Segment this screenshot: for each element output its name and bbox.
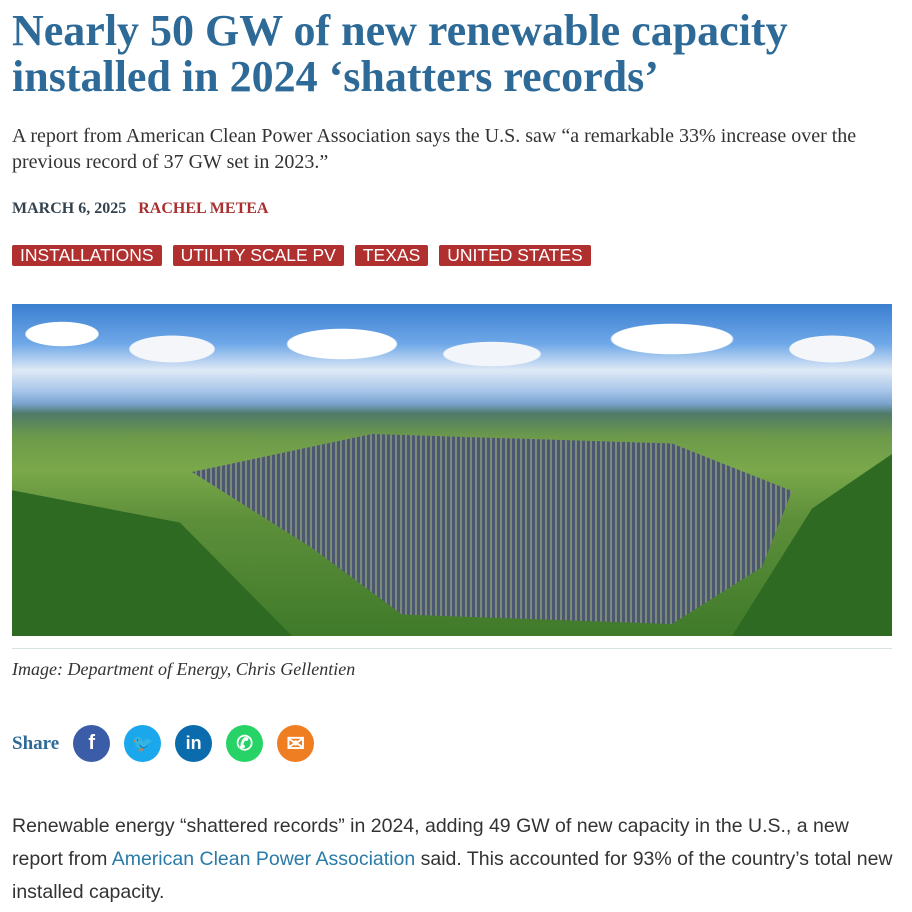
tag-united-states[interactable]: UNITED STATES — [439, 245, 591, 266]
share-label: Share — [12, 732, 60, 754]
article-meta: MARCH 6, 2025 RACHEL METEA — [12, 199, 268, 219]
email-icon[interactable]: ✉ — [277, 725, 315, 762]
tag-utility-scale-pv[interactable]: UTILITY SCALE PV — [172, 245, 344, 266]
article-body-paragraph: Renewable energy “shattered records” in … — [12, 810, 897, 909]
sky-clouds — [12, 304, 892, 389]
tag-installations[interactable]: INSTALLATIONS — [12, 245, 162, 266]
whatsapp-icon[interactable]: ✆ — [226, 725, 264, 762]
twitter-icon[interactable]: 🐦 — [124, 725, 162, 762]
caption-divider — [12, 648, 892, 649]
article-title: Nearly 50 GW of new renewable capacity i… — [12, 6, 788, 101]
publish-date: MARCH 6, 2025 — [12, 200, 127, 217]
share-bar: Share f 🐦 in ✆ ✉ — [12, 725, 328, 762]
solar-panel-array — [192, 434, 792, 624]
acp-link[interactable]: American Clean Power Association — [111, 848, 416, 870]
tag-list: INSTALLATIONS UTILITY SCALE PV TEXAS UNI… — [12, 245, 591, 266]
tag-texas[interactable]: TEXAS — [354, 245, 429, 266]
hero-image-solar-farm — [12, 304, 892, 636]
article-subtitle: A report from American Clean Power Assoc… — [12, 125, 857, 173]
body-text-after: said. This accounted for 93% of the coun… — [12, 848, 893, 903]
author-link[interactable]: RACHEL METEA — [138, 200, 269, 217]
body-text-before: Renewable energy “shattered records” in … — [12, 815, 849, 870]
image-caption: Image: Department of Energy, Chris Gelle… — [12, 659, 356, 679]
facebook-icon[interactable]: f — [73, 725, 111, 762]
linkedin-icon[interactable]: in — [175, 725, 213, 762]
